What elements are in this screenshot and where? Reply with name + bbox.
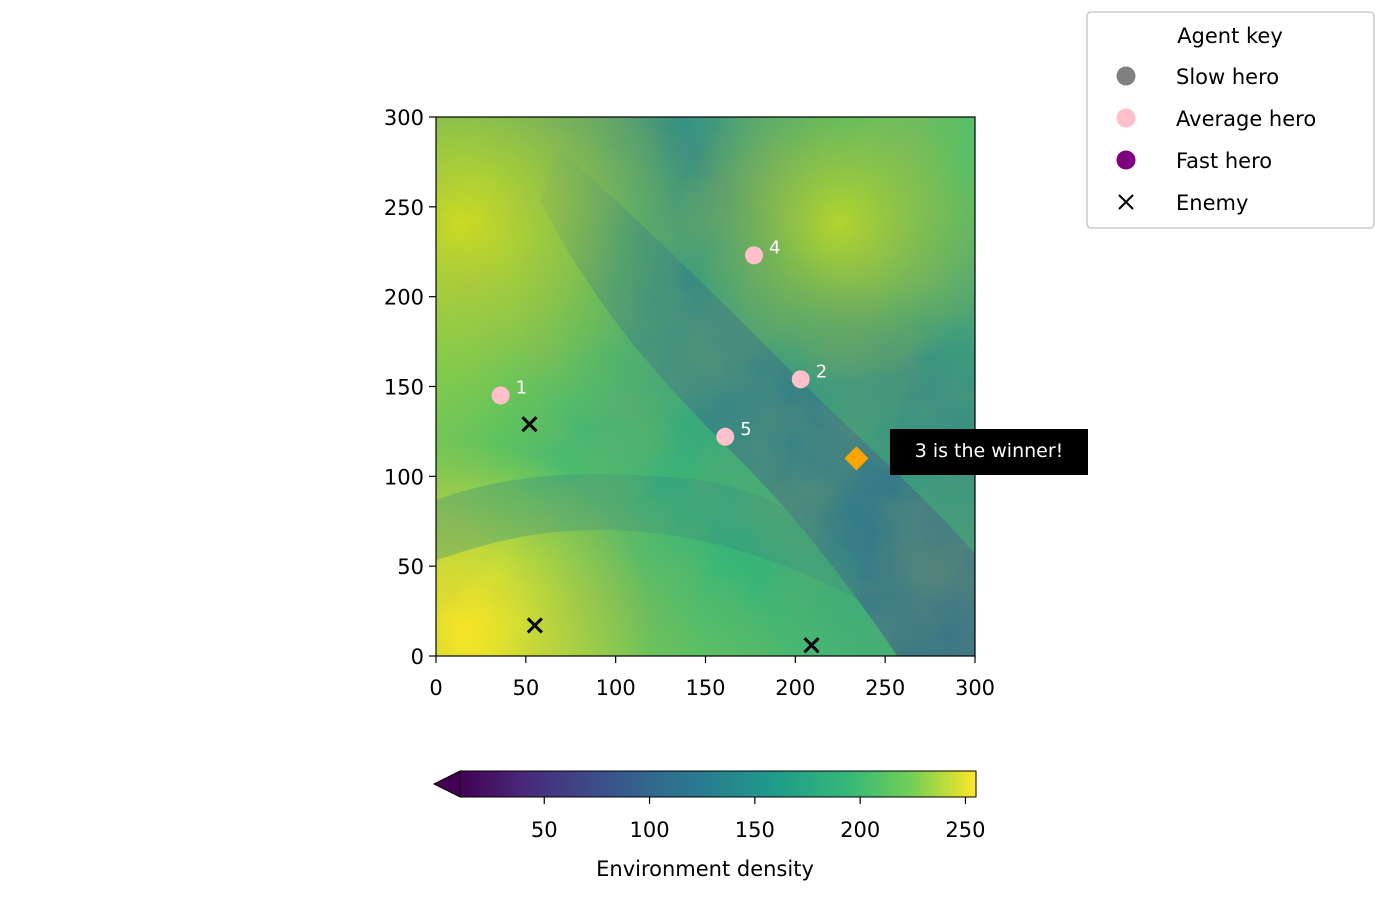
x-tick-label: 300	[955, 676, 995, 700]
annotation-box	[890, 429, 1088, 475]
hero-label: 1	[516, 377, 527, 398]
legend-title: Agent key	[1177, 24, 1283, 48]
colorbar: 50 100 150 200 250 Environment density	[432, 770, 986, 881]
colorbar-tick-label: 100	[630, 818, 670, 842]
enemy-marker-stroke	[526, 617, 543, 634]
y-tick-label: 300	[384, 106, 424, 130]
y-tick-label: 0	[411, 645, 424, 669]
y-axis: 0 50 100 150 200 250 300	[384, 106, 436, 669]
colorbar-tick-label: 150	[735, 818, 775, 842]
x-tick-label: 50	[512, 676, 539, 700]
winner-annotation: 3 is the winner!	[890, 429, 1088, 475]
y-tick-label: 150	[384, 376, 424, 400]
legend-label: Fast hero	[1176, 149, 1272, 173]
enemy-marker-stroke	[521, 416, 538, 433]
legend-label: Slow hero	[1176, 65, 1279, 89]
hero-label: 2	[816, 361, 827, 382]
colorbar-tick-label: 200	[840, 818, 880, 842]
legend-label: Average hero	[1176, 107, 1316, 131]
x-tick-label: 150	[685, 676, 725, 700]
enemy-marker	[521, 416, 538, 433]
hero-marker	[716, 427, 735, 446]
legend-marker	[1116, 108, 1136, 128]
hero-marker	[791, 370, 810, 389]
colorbar-label: Environment density	[596, 857, 814, 881]
y-tick-label: 50	[397, 555, 424, 579]
density-heatmap	[436, 117, 975, 656]
legend-label: Enemy	[1176, 191, 1248, 215]
y-tick-label: 100	[384, 465, 424, 489]
x-tick-label: 250	[865, 676, 905, 700]
hero-marker	[491, 386, 510, 405]
hero-label: 5	[740, 419, 751, 440]
legend: Agent key Slow hero Average hero Fast hero…	[1086, 11, 1375, 229]
legend-marker-enemy	[1118, 194, 1134, 210]
legend-frame	[1086, 11, 1375, 229]
enemy-marker	[803, 637, 820, 654]
y-tick-label: 250	[384, 196, 424, 220]
enemy-marker-stroke	[803, 637, 820, 654]
x-tick-label: 200	[775, 676, 815, 700]
x-axis: 0 50 100 150 200 250 300	[429, 656, 995, 700]
colorbar-extend-min	[432, 770, 461, 798]
x-tick-label: 0	[429, 676, 442, 700]
hero-marker	[745, 246, 764, 265]
agent-markers: 1 2 4 5	[491, 237, 869, 654]
winner-marker	[844, 446, 869, 471]
legend-marker	[1116, 66, 1136, 86]
colorbar-gradient	[459, 770, 977, 798]
enemy-marker	[526, 617, 543, 634]
legend-marker	[1116, 150, 1136, 170]
annotation-text: 3 is the winner!	[915, 440, 1064, 462]
colorbar-tick-label: 50	[531, 818, 558, 842]
x-tick-label: 100	[596, 676, 636, 700]
hero-label: 4	[769, 237, 780, 258]
y-tick-label: 200	[384, 286, 424, 310]
colorbar-tick-label: 250	[945, 818, 985, 842]
